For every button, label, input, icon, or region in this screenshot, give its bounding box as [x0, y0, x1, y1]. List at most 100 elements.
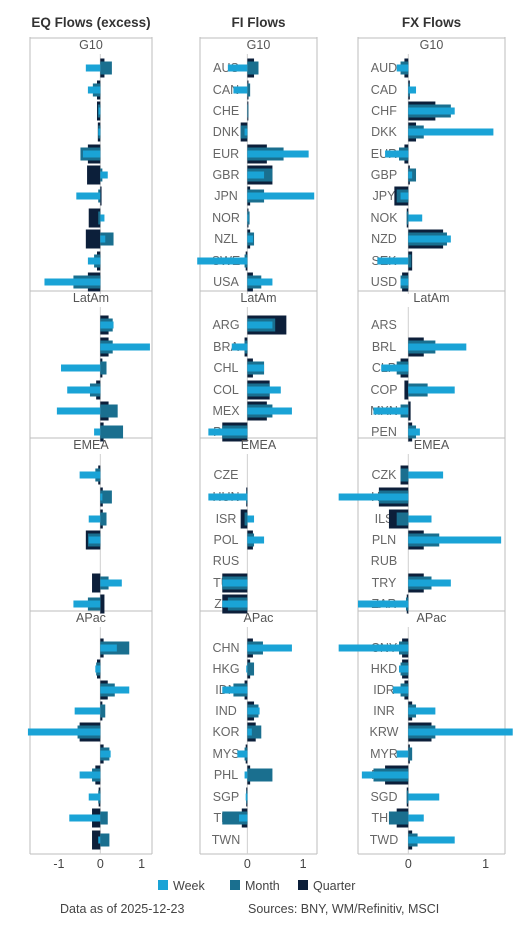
- category-label: NZD: [371, 232, 397, 246]
- week-bar: [338, 493, 409, 501]
- sources-note: Sources: BNY, WM/Refinitiv, MSCI: [248, 902, 439, 916]
- week-bar: [408, 343, 467, 351]
- week-bar: [408, 214, 423, 222]
- category-label: SGP: [213, 790, 239, 804]
- week-bar: [88, 536, 101, 544]
- legend-label-quarter: Quarter: [313, 879, 355, 893]
- category-label: CHL: [213, 361, 238, 375]
- week-bar: [247, 171, 265, 179]
- legend-swatch-quarter: [298, 880, 308, 890]
- category-label: KRW: [370, 725, 399, 739]
- category-label: CHE: [213, 104, 239, 118]
- week-bar: [392, 686, 409, 694]
- week-bar: [247, 407, 292, 415]
- week-bar: [377, 257, 409, 265]
- panel-title: FI Flows: [232, 15, 286, 30]
- week-bar: [247, 214, 249, 222]
- month-bar: [240, 125, 248, 139]
- week-bar: [74, 707, 101, 715]
- category-label: DKK: [371, 125, 397, 139]
- week-bar: [95, 665, 101, 673]
- category-label: GBP: [371, 168, 397, 182]
- week-bar: [247, 644, 292, 652]
- week-bar: [82, 150, 101, 158]
- month-bar: [396, 512, 409, 526]
- week-bar: [69, 814, 101, 822]
- week-bar: [88, 793, 101, 801]
- legend-swatch-month: [230, 880, 240, 890]
- group-label: EMEA: [241, 438, 277, 452]
- category-label: CAD: [371, 83, 397, 97]
- week-bar: [231, 343, 248, 351]
- week-bar: [399, 665, 409, 673]
- x-tick-label: 1: [482, 857, 489, 871]
- week-bar: [100, 343, 150, 351]
- week-bar: [408, 536, 502, 544]
- category-label: USA: [213, 275, 239, 289]
- panel-0: EQ Flows (excess) G10 LatAm EMEA APac -1 0 1: [27, 15, 153, 871]
- x-tick-label: 0: [244, 857, 251, 871]
- category-label: SGD: [370, 790, 397, 804]
- x-tick-label: 0: [405, 857, 412, 871]
- quarter-bar: [404, 380, 409, 400]
- group-label: LatAm: [240, 291, 276, 305]
- category-label: MYS: [212, 747, 239, 761]
- week-bar: [408, 428, 420, 436]
- week-bar: [27, 728, 101, 736]
- week-bar: [247, 364, 265, 372]
- month-bar: [408, 747, 413, 761]
- week-bar: [385, 150, 409, 158]
- group-label: APac: [76, 611, 106, 625]
- month-bar: [98, 211, 101, 225]
- week-bar: [408, 707, 436, 715]
- week-bar: [76, 192, 101, 200]
- week-bar: [408, 235, 451, 243]
- category-label: COP: [370, 383, 397, 397]
- week-bar: [100, 214, 105, 222]
- quarter-bar: [87, 165, 101, 185]
- week-bar: [373, 407, 409, 415]
- category-label: CHF: [371, 104, 397, 118]
- week-bar: [237, 750, 248, 758]
- week-bar: [61, 364, 101, 372]
- month-bar: [244, 512, 248, 526]
- month-bar: [408, 254, 412, 268]
- quarter-bar: [85, 229, 101, 249]
- quarter-bar: [88, 208, 101, 228]
- month-bar: [388, 811, 409, 825]
- category-label: HKG: [212, 662, 239, 676]
- x-tick-label: 1: [300, 857, 307, 871]
- month-bar: [100, 704, 106, 718]
- week-bar: [247, 728, 252, 736]
- week-bar: [247, 278, 273, 286]
- week-bar: [408, 86, 417, 94]
- category-label: CAN: [213, 83, 239, 97]
- legend-label-month: Month: [245, 879, 280, 893]
- week-bar: [247, 515, 255, 523]
- category-label: CZE: [214, 468, 239, 482]
- month-bar: [400, 468, 409, 482]
- category-label: INR: [373, 704, 395, 718]
- legend: Week Month Quarter: [158, 879, 355, 893]
- panel-2: FX FlowsG10AUDCADCHFDKKEURGBPJPYNOKNZDSE…: [338, 15, 513, 871]
- week-bar: [85, 64, 101, 72]
- week-bar: [88, 515, 101, 523]
- category-label: IDR: [373, 683, 395, 697]
- week-bar: [100, 171, 108, 179]
- category-label: PLN: [372, 533, 396, 547]
- month-bar: [100, 425, 124, 439]
- week-bar: [408, 836, 455, 844]
- month-bar: [100, 512, 107, 526]
- group-label: EMEA: [73, 438, 109, 452]
- week-bar: [100, 235, 106, 243]
- group-label: G10: [420, 38, 444, 52]
- month-bar: [100, 61, 112, 75]
- group-label: LatAm: [413, 291, 449, 305]
- month-bar: [100, 811, 108, 825]
- week-bar: [247, 321, 273, 329]
- week-bar: [247, 707, 260, 715]
- category-label: RUS: [213, 554, 239, 568]
- panel-1: FI FlowsG10AUSCANCHEDNKEURGBRJPNNORNZLSW…: [197, 15, 318, 871]
- category-label: NOK: [370, 211, 398, 225]
- category-label: BRL: [372, 340, 396, 354]
